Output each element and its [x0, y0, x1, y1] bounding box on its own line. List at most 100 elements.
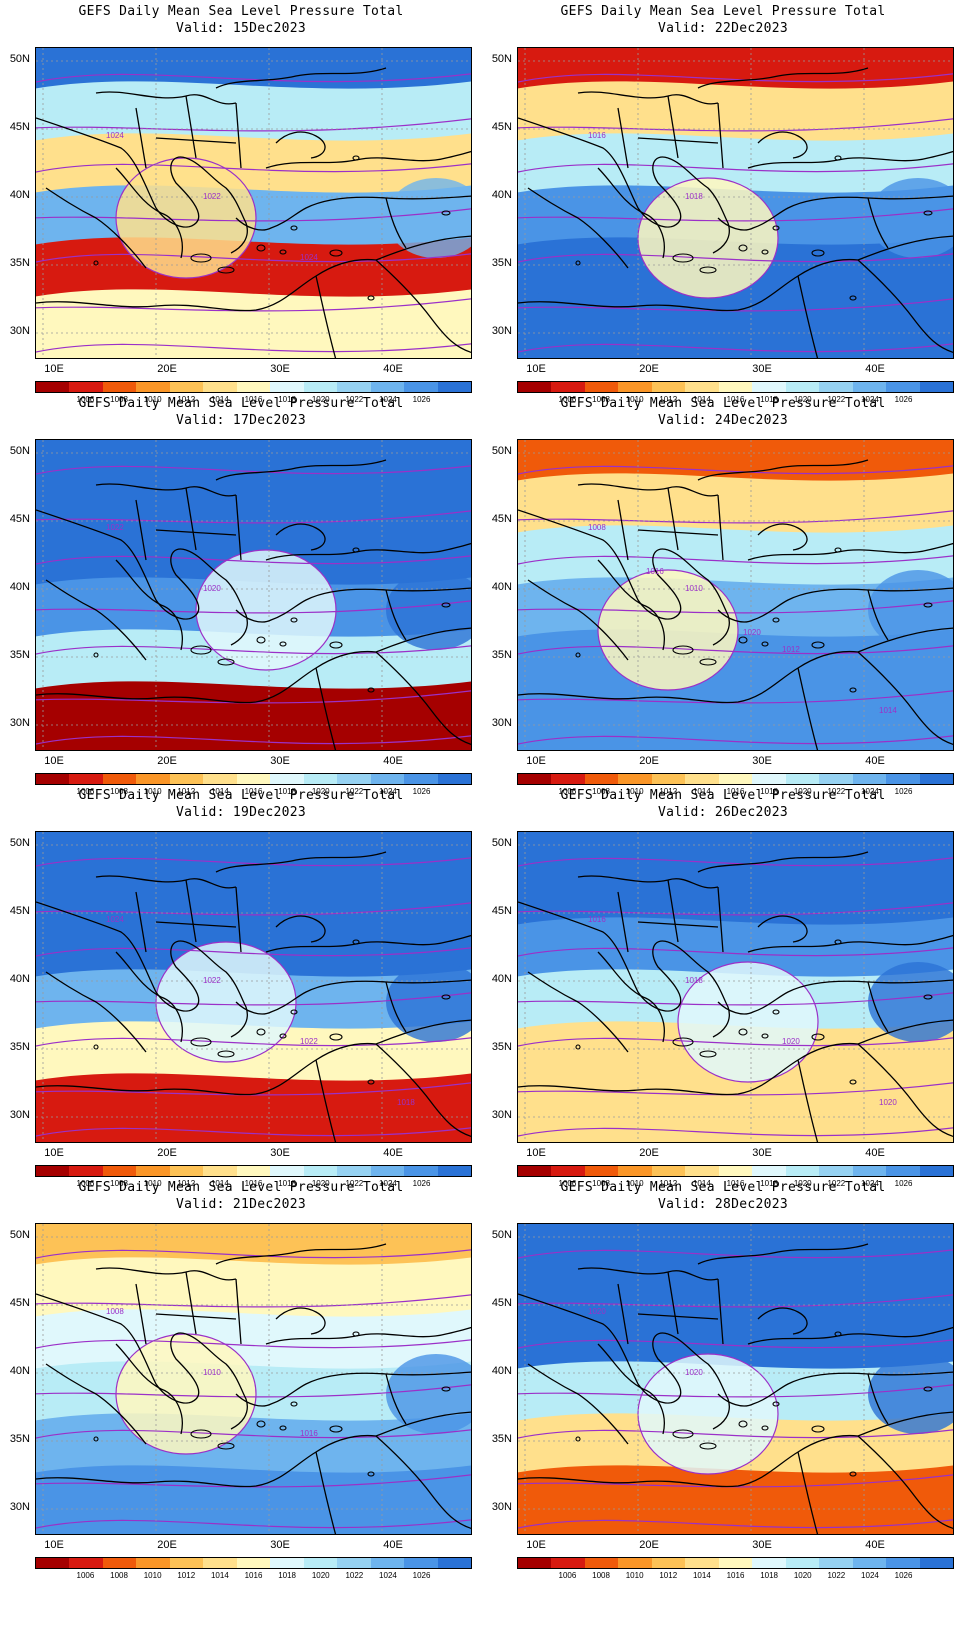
latitude-label: 35N [491, 1433, 512, 1445]
longitude-label: 30E [270, 363, 290, 375]
latitude-label: 40N [9, 973, 30, 985]
colorbar-swatch [819, 1558, 853, 1568]
colorbar-swatch [303, 1166, 338, 1176]
map-canvas: 1022 1020 [36, 440, 471, 750]
colorbar-swatch [337, 382, 371, 392]
colorbar-swatch [69, 1166, 103, 1176]
latitude-label: 45N [491, 513, 512, 525]
isobar-label: 1020 [879, 1098, 897, 1107]
coastline [375, 1019, 471, 1045]
island-outline [672, 1037, 694, 1047]
panel-title: GEFS Daily Mean Sea Level Pressure Total [560, 788, 886, 803]
colorbar [517, 1557, 954, 1569]
colorbar-swatch [618, 382, 652, 392]
coastline [857, 1019, 953, 1045]
panel-title: GEFS Daily Mean Sea Level Pressure Total [560, 4, 886, 19]
colorbar-label: 1016 [726, 1571, 745, 1580]
isobar-label: 1024 [106, 131, 124, 140]
coastline [518, 509, 682, 620]
pressure-map: 1024 1022 1022 1018 [35, 831, 472, 1143]
coastline [375, 259, 471, 353]
colorbar-label: 1010 [625, 395, 644, 404]
coastline [36, 1042, 377, 1096]
isobar-line [36, 857, 471, 867]
coastline [185, 1333, 248, 1430]
isobar-label: 1024 [106, 915, 124, 924]
island-outline [575, 1044, 581, 1050]
island-outline [738, 1028, 748, 1036]
colorbar-swatch [919, 1558, 954, 1568]
pressure-band [518, 1465, 953, 1534]
colorbar-swatch [203, 774, 237, 784]
coastline [617, 1271, 724, 1345]
colorbar-swatch [518, 382, 552, 392]
map-canvas: 1008 1010 1016 [36, 1224, 471, 1534]
coastline [597, 1343, 665, 1435]
isobar-line [36, 343, 471, 353]
coastline [36, 258, 377, 312]
isobar-line [518, 510, 953, 524]
colorbar-swatch [584, 1166, 619, 1176]
colorbar-swatch [752, 1558, 786, 1568]
coastline [36, 117, 200, 228]
coastline [385, 1373, 407, 1425]
longitude-label: 40E [865, 1539, 885, 1551]
map-canvas: 1016 1018 1020 1020 [518, 832, 953, 1142]
latitude-label: 35N [9, 1433, 30, 1445]
longitude-label: 40E [865, 1147, 885, 1159]
colorbar-swatch [919, 774, 954, 784]
longitude-label: 30E [752, 755, 772, 767]
latitude-label: 30N [9, 1109, 30, 1121]
coastline [275, 1307, 326, 1335]
island-outline [772, 225, 780, 231]
isobar-line [677, 961, 819, 1083]
colorbar-swatch [819, 1166, 853, 1176]
colorbar-swatch [584, 382, 619, 392]
colorbar-swatch [136, 382, 170, 392]
colorbar [517, 773, 954, 785]
isobar-line [518, 1037, 953, 1047]
coastline [385, 589, 407, 641]
longitude-label: 40E [383, 1147, 403, 1159]
colorbar-label: 1012 [659, 787, 678, 796]
longitude-label: 40E [383, 363, 403, 375]
island-outline [811, 249, 825, 257]
colorbar-label: 1026 [412, 1571, 431, 1580]
map-panel: GEFS Daily Mean Sea Level Pressure Total… [482, 0, 964, 410]
coastline [518, 117, 682, 228]
island-outline [575, 652, 581, 658]
coastline [385, 197, 407, 249]
isobar-line [36, 1249, 471, 1259]
island-outline [672, 1429, 694, 1439]
pressure-centre [638, 1354, 778, 1474]
island-outline [849, 295, 857, 301]
colorbar-label: 1008 [110, 395, 128, 404]
coastline [135, 95, 242, 169]
colorbar-swatch [886, 1166, 920, 1176]
latitude-label: 35N [491, 1041, 512, 1053]
colorbar-label: 1022 [345, 395, 364, 404]
isobar-line [518, 253, 953, 263]
map-panel: GEFS Daily Mean Sea Level Pressure Total… [0, 1176, 482, 1586]
coastline [857, 1043, 953, 1137]
valid-date: Valid: 28Dec2023 [657, 1197, 789, 1212]
colorbar-label: 1016 [726, 395, 745, 404]
coastline [797, 1451, 819, 1534]
island-outline [575, 1436, 581, 1442]
valid-date: Valid: 21Dec2023 [175, 1197, 307, 1212]
coastline [697, 67, 869, 89]
colorbar-swatch [236, 774, 271, 784]
isobar-label: 1018 [397, 1098, 415, 1107]
colorbar-label: 1012 [659, 395, 678, 404]
colorbar-label: 1006 [76, 1179, 95, 1188]
isobar-line [36, 1127, 471, 1137]
coastline [135, 487, 242, 561]
colorbar-label: 1008 [110, 1571, 128, 1580]
pressure-map: 1022 1020 [35, 439, 472, 751]
valid-date: Valid: 26Dec2023 [657, 805, 789, 820]
colorbar-label: 1018 [760, 395, 778, 404]
colorbar-swatch [551, 382, 585, 392]
coastline [215, 67, 387, 89]
isobar-line [518, 1519, 953, 1529]
isobar-line [518, 343, 953, 353]
